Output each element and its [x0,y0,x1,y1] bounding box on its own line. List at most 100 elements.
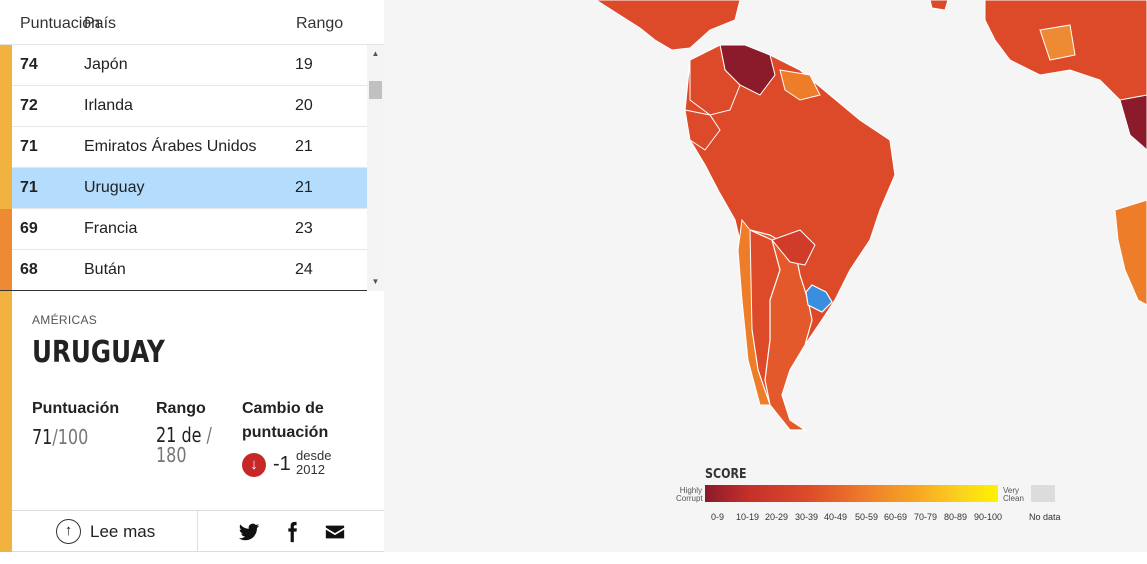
world-map[interactable] [384,0,1147,552]
table-row[interactable]: 72 Irlanda 20 [0,86,367,127]
change-label: Cambio de puntuación [242,397,328,445]
rank-value: 21 de / 180 [156,425,212,465]
row-country: Francia [84,220,138,237]
change-value: -1 [273,453,291,475]
row-country: Emiratos Árabes Unidos [84,138,257,155]
legend-tick: 20-29 [765,512,789,522]
choropleth-map[interactable] [384,0,1147,552]
score-color-bar [0,291,12,552]
rank-separator: / [206,423,212,447]
row-rank: 21 [295,179,313,196]
row-country: Irlanda [84,97,133,114]
legend-tick: 70-79 [914,512,938,522]
map-region-africa-dark[interactable] [1119,94,1147,151]
legend-high-label: Very Clean [1003,487,1024,503]
arrow-up-circle-icon: ↑ [56,519,81,544]
column-header-score[interactable]: Puntuación [20,15,101,32]
legend-tick: 80-89 [944,512,968,522]
map-region-paraguay[interactable] [771,229,816,266]
region-label: AMÉRICAS [32,313,98,327]
score-number: 71 [32,425,53,449]
row-rank: 23 [295,220,313,237]
legend-high-label-line1: Very [1003,486,1020,495]
row-score: 68 [20,261,38,278]
table-row[interactable]: 74 Japón 19 [0,45,367,86]
row-rank: 19 [295,56,313,73]
map-region-africa-orange[interactable] [1039,24,1076,61]
legend-tick: 30-39 [795,512,819,522]
detail-footer: ↑ Lee mas [12,510,384,552]
row-country: Uruguay [84,179,145,196]
table-row[interactable]: 71 Emiratos Árabes Unidos 21 [0,127,367,168]
rank-label: Rango [156,400,206,417]
legend-tick: 40-49 [824,512,848,522]
map-region-chile[interactable] [737,218,771,406]
row-score: 72 [20,97,38,114]
scroll-up-arrow-icon[interactable]: ▲ [371,49,380,58]
legend-tick: 60-69 [884,512,908,522]
map-region-south-africa[interactable] [1114,199,1147,306]
country-title: URUGUAY [32,335,165,370]
legend-low-label: Highly Corrupt [676,486,703,503]
legend-no-data-swatch [1031,485,1055,502]
map-region-islands[interactable] [929,0,949,11]
facebook-icon[interactable] [281,521,303,543]
change-since-year: 2012 [296,462,325,477]
scroll-down-arrow-icon[interactable]: ▼ [371,277,380,286]
row-score: 74 [20,56,38,73]
row-country: Japón [84,56,128,73]
row-rank: 20 [295,97,313,114]
legend-tick: 10-19 [736,512,760,522]
column-header-country[interactable]: País [84,15,117,32]
scrollbar-thumb[interactable] [369,81,382,99]
row-score: 71 [20,179,38,196]
score-color-stripe [0,45,12,86]
arrow-down-icon: ↓ [242,453,266,477]
rank-total: 180 [156,443,187,467]
table-row-selected[interactable]: 71 Uruguay 21 [0,168,367,209]
score-color-stripe [0,250,12,290]
footer-divider [197,511,198,552]
map-region-central-america[interactable] [595,0,741,51]
score-value: 71/100 [32,425,88,449]
map-region-argentina[interactable] [749,229,813,431]
table-header: Puntuación País Rango [0,0,384,45]
table-row[interactable]: 69 Francia 23 [0,209,367,250]
map-region-uruguay-selected[interactable] [805,284,833,313]
email-icon[interactable] [324,521,346,543]
twitter-icon[interactable] [238,521,260,543]
table-row[interactable]: 68 Bután 24 [0,250,367,290]
legend-tick: 0-9 [711,512,725,522]
change-label-line2: puntuación [242,424,329,441]
row-rank: 21 [295,138,313,155]
score-max: /100 [52,425,89,449]
country-detail-card: AMÉRICAS URUGUAY Puntuación 71/100 Rango… [0,291,384,552]
list-scrollbar[interactable]: ▲ ▼ [367,45,384,291]
change-since-word: desde [296,448,332,463]
row-score: 69 [20,220,38,237]
legend-color-scale [705,485,998,502]
score-color-stripe [0,86,12,127]
read-more-label: Lee mas [90,522,156,541]
score-label: Puntuación [32,400,120,417]
legend-low-label-line1: Highly [679,486,702,495]
map-region-guyana[interactable] [779,69,821,101]
map-region-africa[interactable] [984,0,1147,151]
legend-tick: 50-59 [855,512,879,522]
legend-title: SCORE [705,467,747,482]
column-header-rank[interactable]: Rango [296,15,344,32]
row-country: Bután [84,261,126,278]
country-list-panel: Puntuación País Rango 74 Japón 19 72 Irl… [0,0,384,552]
rank-number: 21 de [156,423,202,447]
score-color-stripe [0,127,12,168]
score-color-stripe [0,209,12,250]
legend-no-data-label: No data [1029,512,1061,522]
change-label-line1: Cambio de [242,400,324,417]
map-region-colombia[interactable] [689,44,741,116]
legend-high-label-line2: Clean [1003,494,1024,503]
row-rank: 24 [295,261,313,278]
score-color-stripe [0,168,12,209]
row-score: 71 [20,138,38,155]
map-region-ecuador[interactable] [684,109,721,151]
country-table-body: 74 Japón 19 72 Irlanda 20 71 Emiratos Ár… [0,45,384,291]
